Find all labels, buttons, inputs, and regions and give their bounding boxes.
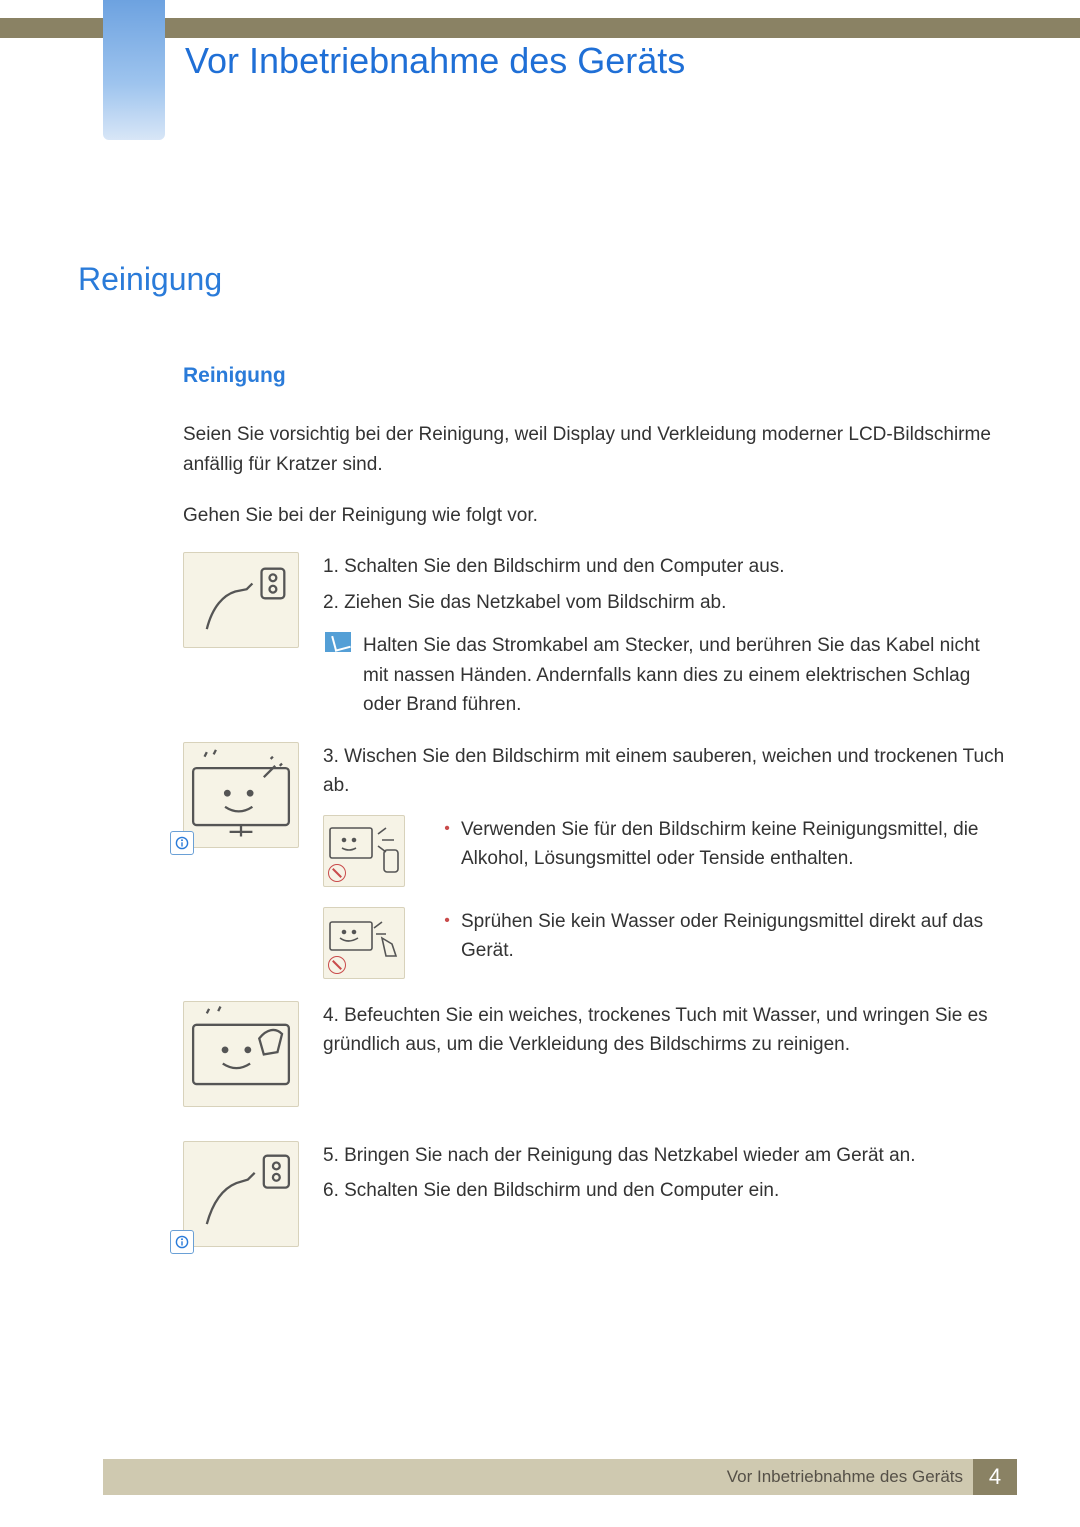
bullet-dot: • [433, 907, 461, 979]
step-2-note: Halten Sie das Stromkabel am Stecker, un… [323, 631, 1008, 719]
step-3-bullet-1-text: Verwenden Sie für den Bildschirm keine R… [461, 815, 1008, 887]
step-3-bullet-2-text: Sprühen Sie kein Wasser oder Reinigungsm… [461, 907, 1008, 979]
monitor-spray-no-icon [323, 815, 405, 887]
hand-plug-in-icon [183, 1141, 299, 1247]
banner-tab [103, 0, 165, 140]
step-row-4: 4. Befeuchten Sie ein weiches, trockenes… [183, 1001, 1008, 1113]
step-row-3: 3. Wischen Sie den Bildschirm mit einem … [183, 742, 1008, 979]
lead-paragraph: Gehen Sie bei der Reinigung wie folgt vo… [183, 501, 1008, 530]
step-5-text: 5. Bringen Sie nach der Reinigung das Ne… [323, 1141, 1008, 1170]
footer-bar: Vor Inbetriebnahme des Geräts 4 [103, 1459, 1017, 1495]
step-3-sub-2: • Sprühen Sie kein Wasser oder Reinigung… [323, 907, 1008, 979]
footer-chapter-label: Vor Inbetriebnahme des Geräts [727, 1467, 963, 1487]
chapter-title: Vor Inbetriebnahme des Geräts [185, 40, 685, 82]
bullet-dot: • [433, 815, 461, 887]
step-3-sub-1: • Verwenden Sie für den Bildschirm keine… [323, 815, 1008, 887]
info-icon [170, 1230, 194, 1254]
step-4-text: 4. Befeuchten Sie ein weiches, trockenes… [323, 1001, 1008, 1060]
section-subheading: Reinigung [183, 360, 1008, 393]
intro-paragraph: Seien Sie vorsichtig bei der Reinigung, … [183, 420, 1008, 479]
step-row-5: 5. Bringen Sie nach der Reinigung das Ne… [183, 1141, 1008, 1253]
monitor-spray-direct-no-icon [323, 907, 405, 979]
chapter-banner: Vor Inbetriebnahme des Geräts [0, 0, 1080, 110]
step-row-1: 1. Schalten Sie den Bildschirm und den C… [183, 552, 1008, 719]
info-icon [170, 831, 194, 855]
monitor-clean-icon [183, 742, 299, 848]
monitor-wipe-icon [183, 1001, 299, 1107]
hand-plug-icon [183, 552, 299, 648]
prohibit-icon [328, 864, 346, 882]
section-heading: Reinigung [78, 255, 1008, 305]
step-2-text: 2. Ziehen Sie das Netzkabel vom Bildschi… [323, 588, 1008, 617]
step-2-note-text: Halten Sie das Stromkabel am Stecker, un… [363, 631, 1008, 719]
prohibit-icon [328, 956, 346, 974]
note-flag-icon [323, 631, 353, 653]
step-1-text: 1. Schalten Sie den Bildschirm und den C… [323, 552, 1008, 581]
step-3-text: 3. Wischen Sie den Bildschirm mit einem … [323, 742, 1008, 801]
content-area: Reinigung Reinigung Seien Sie vorsichtig… [78, 255, 1008, 1269]
footer-page-number: 4 [973, 1459, 1017, 1495]
step-6-text: 6. Schalten Sie den Bildschirm und den C… [323, 1176, 1008, 1205]
page: Vor Inbetriebnahme des Geräts Reinigung … [0, 0, 1080, 1527]
